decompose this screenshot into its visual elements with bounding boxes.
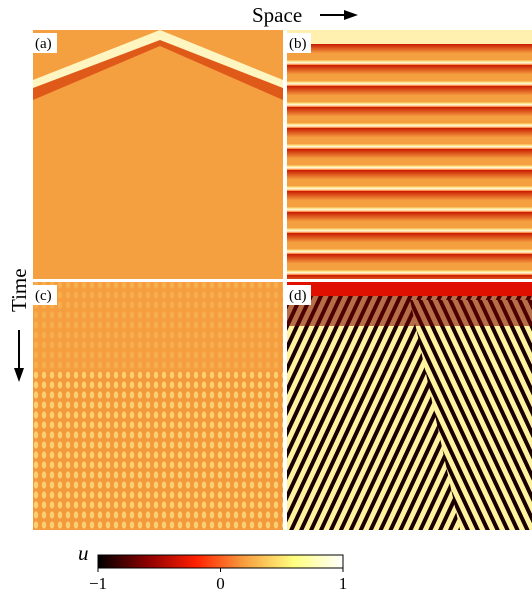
colorbar-label: u	[78, 541, 89, 565]
band	[287, 282, 532, 296]
panel-label: (d)	[289, 288, 307, 304]
band	[287, 30, 532, 44]
panel-b	[287, 30, 532, 279]
panel-label: (b)	[289, 36, 307, 52]
tick-label: −1	[89, 574, 107, 593]
colorbar-scale	[98, 555, 343, 568]
arrow-head	[344, 10, 358, 20]
panel-label: (a)	[35, 36, 52, 52]
tick-label: 1	[339, 574, 348, 593]
arrow-head	[14, 368, 24, 382]
panel-label: (c)	[35, 288, 52, 304]
y-axis-label: Time	[7, 268, 31, 312]
colorbar: −1 0 1	[89, 555, 347, 593]
tick-label: 0	[216, 574, 225, 593]
band	[287, 296, 532, 326]
figure: (a) (b) (c) (d) Space Time u −1 0 1	[0, 0, 532, 597]
x-axis-label: Space	[252, 3, 302, 27]
band	[33, 282, 283, 372]
